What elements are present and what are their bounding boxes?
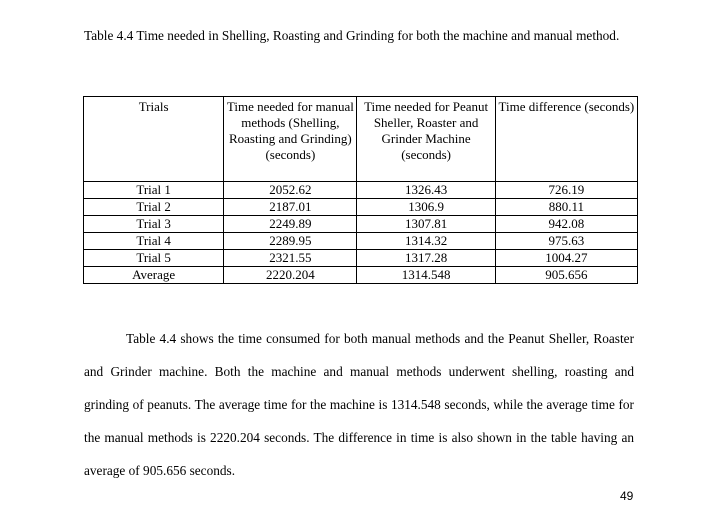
table-cell: 2187.01 <box>223 198 358 216</box>
table-caption: Table 4.4 Time needed in Shelling, Roast… <box>84 28 620 43</box>
table-cell: 905.656 <box>494 266 639 284</box>
table-cell: 1317.28 <box>356 249 496 267</box>
table-cell: 2220.204 <box>223 266 358 284</box>
table-cell: 975.63 <box>494 232 639 250</box>
table-header-row: Trials Time needed for manual methods (S… <box>82 96 639 182</box>
table-cell: 942.08 <box>494 215 639 233</box>
table-row: Trial 4 2289.95 1314.32 975.63 <box>82 232 639 250</box>
table-cell: 2321.55 <box>223 249 358 267</box>
table-cell: 1004.27 <box>494 249 639 267</box>
table-row: Average 2220.204 1314.548 905.656 <box>82 266 639 284</box>
table-cell: Trial 2 <box>82 198 225 216</box>
table-cell: 1314.548 <box>356 266 496 284</box>
table-cell: Trial 4 <box>82 232 225 250</box>
body-paragraph: Table 4.4 shows the time consumed for bo… <box>84 331 634 478</box>
time-table: Trials Time needed for manual methods (S… <box>82 96 639 284</box>
table-cell: 1306.9 <box>356 198 496 216</box>
table-cell: 880.11 <box>494 198 639 216</box>
header-trials: Trials <box>82 96 225 182</box>
table-row: Trial 1 2052.62 1326.43 726.19 <box>82 181 639 199</box>
table-cell: 2289.95 <box>223 232 358 250</box>
table-cell: 726.19 <box>494 181 639 199</box>
table-cell: 2249.89 <box>223 215 358 233</box>
table-cell: Trial 3 <box>82 215 225 233</box>
page-number: 49 <box>620 489 634 503</box>
table-cell: Average <box>82 266 225 284</box>
table-cell: Trial 5 <box>82 249 225 267</box>
header-machine-time: Time needed for Peanut Sheller, Roaster … <box>356 96 496 182</box>
header-manual-time: Time needed for manual methods (Shelling… <box>223 96 358 182</box>
table-cell: 2052.62 <box>223 181 358 199</box>
header-time-difference: Time difference (seconds) <box>494 96 639 182</box>
table-row: Trial 3 2249.89 1307.81 942.08 <box>82 215 639 233</box>
table-cell: 1307.81 <box>356 215 496 233</box>
table-cell: Trial 1 <box>82 181 225 199</box>
table-row: Trial 2 2187.01 1306.9 880.11 <box>82 198 639 216</box>
table-cell: 1326.43 <box>356 181 496 199</box>
table-cell: 1314.32 <box>356 232 496 250</box>
table-row: Trial 5 2321.55 1317.28 1004.27 <box>82 249 639 267</box>
